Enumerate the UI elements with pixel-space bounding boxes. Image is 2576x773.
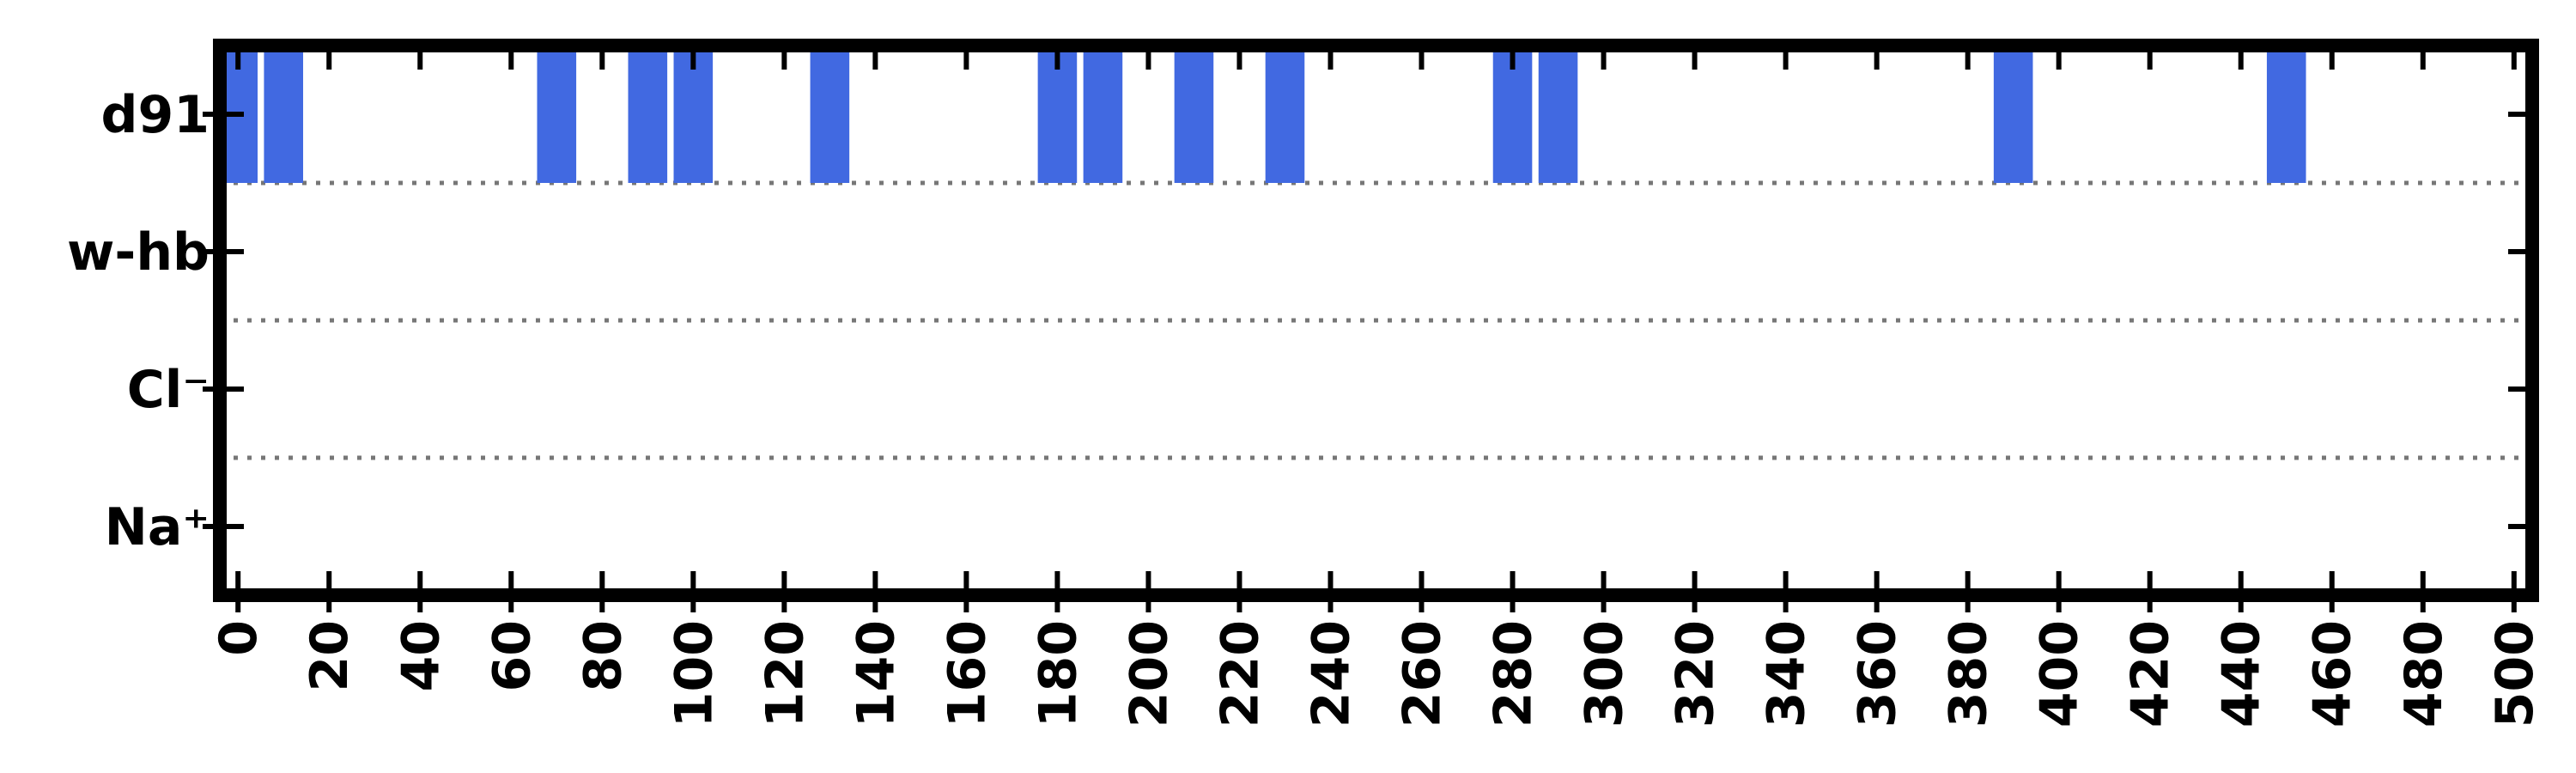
- event-bar: [264, 46, 304, 183]
- y-tick-label: Na⁺: [105, 497, 210, 557]
- event-bar: [537, 46, 577, 183]
- x-tick-label: 280: [1484, 620, 1544, 727]
- x-tick-label: 220: [1210, 620, 1270, 727]
- event-bar: [810, 46, 850, 183]
- x-tick-label: 400: [2030, 620, 2090, 727]
- y-tick-label: w-hb: [67, 222, 210, 283]
- x-tick-label: 200: [1119, 620, 1179, 727]
- y-axis-ticks: Na⁺ Cl⁻ w-hb d91: [67, 85, 2532, 557]
- x-tick-label: 160: [937, 620, 997, 727]
- x-tick-label: 100: [664, 620, 724, 727]
- event-bar: [1265, 46, 1305, 183]
- x-tick-label: 80: [573, 620, 633, 692]
- x-tick-label: 120: [755, 620, 815, 727]
- x-tick-label: 20: [300, 620, 360, 692]
- event-bar: [1174, 46, 1214, 183]
- row-separators: [220, 180, 2532, 460]
- x-tick-label: 140: [846, 620, 906, 727]
- x-tick-label: 60: [482, 620, 542, 692]
- event-bar: [628, 46, 668, 183]
- x-tick-label: 40: [391, 620, 451, 692]
- event-bar: [1083, 46, 1123, 183]
- plot-frame: [213, 39, 2539, 602]
- x-tick-label: 180: [1028, 620, 1088, 727]
- x-tick-label: 440: [2212, 620, 2272, 727]
- y-tick-label: d91: [101, 85, 210, 145]
- y-tick-label: Cl⁻: [127, 360, 210, 420]
- x-tick-label: 240: [1301, 620, 1361, 727]
- event-bar: [1538, 46, 1578, 183]
- x-tick-label: 500: [2485, 620, 2545, 727]
- x-tick-label: 320: [1666, 620, 1726, 727]
- x-tick-label: 480: [2394, 620, 2454, 727]
- x-tick-label: 260: [1393, 620, 1453, 727]
- event-bar: [1993, 46, 2033, 183]
- event-bar: [2266, 46, 2306, 183]
- event-bars: [218, 46, 2306, 183]
- x-tick-label: 300: [1575, 620, 1635, 727]
- x-tick-label: 340: [1757, 620, 1817, 727]
- x-tick-label: 360: [1848, 620, 1908, 727]
- x-axis-ticks: 0 20 40 60 80 100 120 140 160 180 200 220 240 260 280 3…: [209, 46, 2545, 727]
- x-tick-label: 380: [1939, 620, 1999, 727]
- x-tick-label: 0: [209, 620, 269, 656]
- x-tick-label: 460: [2303, 620, 2363, 727]
- x-tick-label: 420: [2121, 620, 2181, 727]
